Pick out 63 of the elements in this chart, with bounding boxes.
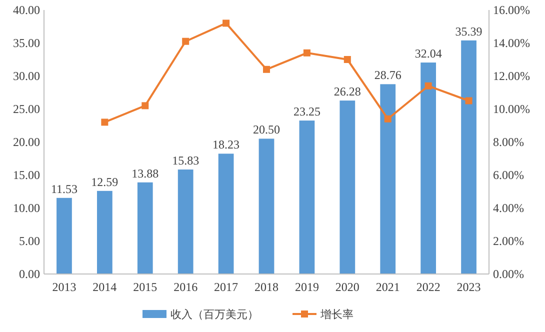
point <box>424 82 432 90</box>
y-tick-label: 10.00 <box>13 201 40 215</box>
bar <box>420 62 436 274</box>
bar <box>56 198 72 274</box>
data-label: 26.28 <box>334 84 361 99</box>
data-label: 11.53 <box>50 182 78 196</box>
y2-tick-label: 8.00% <box>493 135 524 149</box>
point <box>303 49 310 56</box>
legend-label: 增长率 <box>320 308 354 321</box>
x-tick-label: 2022 <box>416 280 440 294</box>
point <box>101 118 108 126</box>
x-tick-label: 2021 <box>376 280 400 294</box>
point <box>344 56 351 63</box>
y2-tick-label: 12.00% <box>493 69 530 83</box>
y-tick-label: 25.00 <box>13 102 40 116</box>
x-tick-label: 2019 <box>294 280 319 294</box>
y-tick-label: 0.00 <box>19 267 40 281</box>
y-tick-label: 40.00 <box>13 3 40 17</box>
y-tick-label: 35.00 <box>13 36 40 50</box>
x-tick-label: 2014 <box>92 280 117 294</box>
point <box>182 38 190 45</box>
y-tick-label: 5.00 <box>19 234 40 248</box>
data-label: 28.76 <box>374 68 402 82</box>
point <box>384 115 392 122</box>
legend-label: 收入（百万美元） <box>170 308 258 321</box>
data-label: 35.39 <box>455 24 482 38</box>
data-label: 23.25 <box>293 104 320 119</box>
bar <box>461 40 476 274</box>
bar <box>380 84 396 274</box>
y2-tick-label: 10.00% <box>493 102 530 116</box>
y2-tick-label: 16.00% <box>493 3 530 17</box>
y2-tick-label: 0.00% <box>493 267 524 281</box>
y2-tick-label: 4.00% <box>493 201 524 215</box>
x-tick-label: 2016 <box>174 280 198 294</box>
y2-tick-label: 14.00% <box>493 36 530 50</box>
x-tick-label: 2023 <box>456 280 481 294</box>
bar <box>137 182 153 274</box>
x-tick-label: 2015 <box>133 280 158 294</box>
data-label: 13.88 <box>132 166 159 180</box>
y2-tick-label: 6.00% <box>493 168 524 182</box>
bar <box>299 120 315 274</box>
point <box>142 102 149 110</box>
point <box>222 20 230 27</box>
data-label: 18.23 <box>212 138 240 152</box>
bar <box>96 190 112 274</box>
x-tick-label: 2013 <box>52 280 76 294</box>
data-label: 12.59 <box>91 174 118 189</box>
bar <box>178 170 194 274</box>
y-tick-label: 30.00 <box>13 69 40 83</box>
data-label: 32.04 <box>414 46 442 61</box>
y-tick-label: 20.00 <box>13 135 40 149</box>
point <box>263 66 270 73</box>
bar <box>218 154 234 274</box>
x-tick-label: 2020 <box>335 280 360 294</box>
data-label: 20.50 <box>253 122 280 137</box>
point <box>465 97 472 104</box>
data-label: 15.83 <box>172 154 200 168</box>
y-tick-label: 15.00 <box>13 168 40 182</box>
x-tick-label: 2017 <box>214 280 238 294</box>
bar <box>258 138 274 274</box>
bar <box>340 100 356 274</box>
y2-tick-label: 2.00% <box>493 234 524 248</box>
x-tick-label: 2018 <box>254 280 278 294</box>
